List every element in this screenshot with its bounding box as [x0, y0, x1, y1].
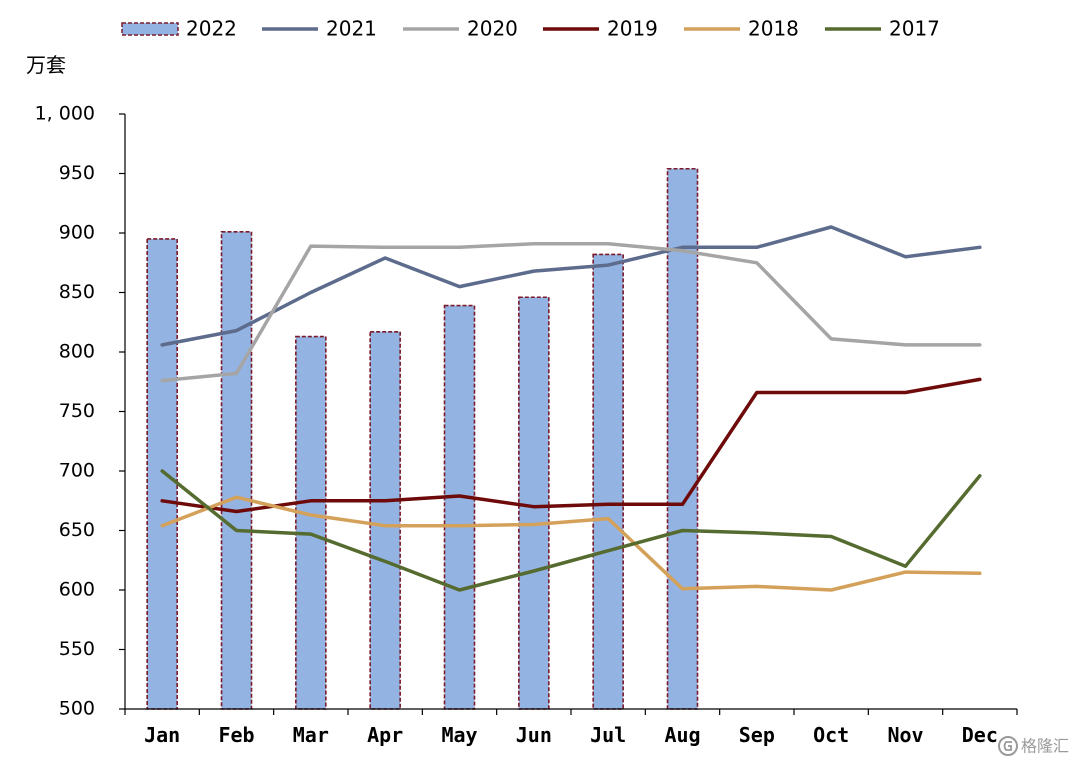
x-tick-label: Apr — [367, 723, 403, 747]
y-tick-label: 750 — [59, 400, 95, 422]
y-tick-label: 550 — [59, 638, 95, 660]
x-tick-label: Mar — [293, 723, 329, 747]
legend-swatch-2022 — [121, 22, 179, 36]
x-tick-label: Sep — [739, 723, 775, 747]
legend-label-2020: 2020 — [467, 17, 518, 41]
axes — [124, 114, 1017, 710]
y-tick-label: 1, 000 — [35, 103, 95, 125]
y-tick-label: 900 — [59, 222, 95, 244]
legend-label-2021: 2021 — [326, 17, 377, 41]
y-tick-label: 650 — [59, 519, 95, 541]
y-tick-label: 600 — [59, 579, 95, 601]
legend-label-2017: 2017 — [889, 17, 940, 41]
line-2018 — [160, 495, 982, 592]
bar-2022-feb — [220, 231, 253, 710]
watermark: 格隆汇 — [998, 736, 1069, 756]
y-axis-unit: 万套 — [26, 53, 66, 77]
y-tick-label: 500 — [59, 698, 95, 720]
x-tick-label: Dec — [962, 723, 998, 747]
y-tick-label: 700 — [59, 460, 95, 482]
x-tick-label: Jul — [590, 723, 626, 747]
line-series — [160, 225, 982, 592]
x-tick-label: Jan — [144, 723, 180, 747]
legend: 2022 2021 2020 2019 2018 2017 — [121, 17, 940, 41]
bar-2022-apr — [369, 330, 401, 710]
bar-2022-jul — [592, 253, 624, 710]
line-2021 — [160, 225, 982, 347]
x-tick-label: Nov — [887, 723, 923, 747]
x-tick-label: Feb — [218, 723, 254, 747]
y-tick-label: 850 — [59, 281, 95, 303]
bar-2022-jan — [146, 238, 178, 710]
x-tick-label: Oct — [813, 723, 849, 747]
line-2019 — [160, 377, 982, 514]
x-tick-label: May — [441, 723, 477, 747]
y-axis-ticks: 500 550 600 650 700 750 800 850 900 950 1, 000 — [35, 103, 125, 720]
y-tick-label: 950 — [59, 162, 95, 184]
x-tick-label: Aug — [664, 723, 700, 747]
y-tick-label: 800 — [59, 341, 95, 363]
legend-label-2022: 2022 — [186, 17, 237, 41]
line-2020 — [160, 241, 982, 383]
bar-2022-may — [443, 304, 476, 710]
bar-series-2022 — [146, 167, 699, 710]
legend-label-2018: 2018 — [748, 17, 799, 41]
watermark-text: 格隆汇 — [1021, 737, 1069, 756]
x-axis-ticks: Jan Feb Mar Apr May Jun Jul Aug Sep Oct Nov Dec — [124, 709, 1018, 747]
g-logo-icon — [998, 736, 1018, 756]
x-tick-label: Jun — [516, 723, 552, 747]
bar-2022-jun — [518, 296, 550, 710]
legend-label-2019: 2019 — [607, 17, 658, 41]
bar-2022-mar — [295, 335, 327, 710]
line-2017 — [160, 469, 982, 592]
